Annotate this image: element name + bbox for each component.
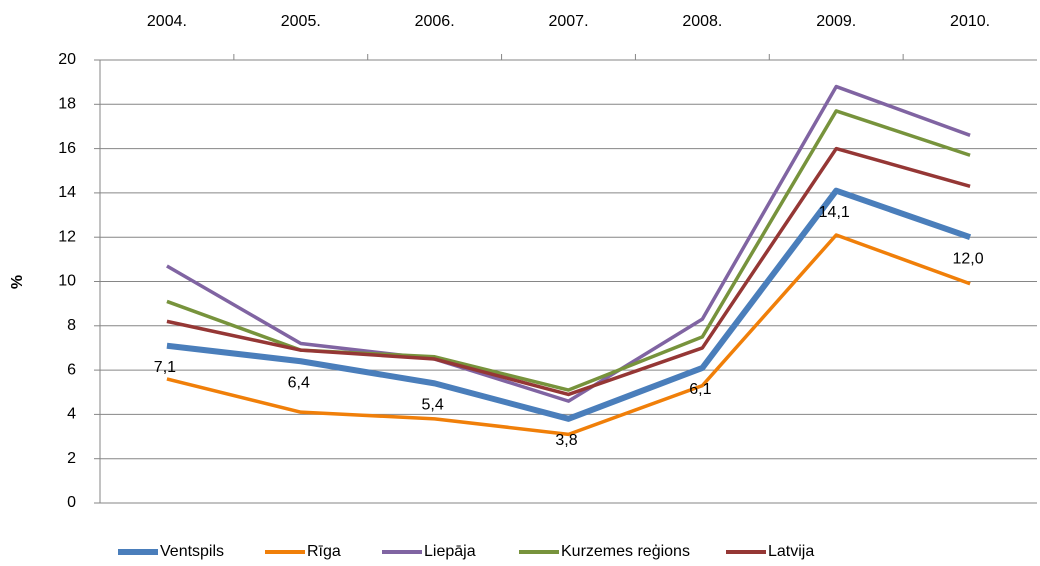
x-tick-label: 2004. (147, 13, 187, 30)
y-tick-label: 18 (58, 96, 76, 113)
x-tick-label: 2006. (415, 13, 455, 30)
y-tick-label: 16 (58, 140, 76, 157)
y-tick-label: 0 (67, 494, 76, 511)
series-line (166, 233, 971, 437)
y-tick-label: 20 (58, 51, 76, 68)
series-line (166, 84, 971, 403)
legend-label: Liepāja (424, 543, 476, 560)
data-label: 7,1 (154, 359, 176, 376)
legend-label: Rīga (307, 543, 341, 560)
data-label: 5,4 (422, 397, 444, 414)
legend-label: Kurzemes reģions (561, 542, 690, 560)
x-tick-label: 2005. (281, 13, 321, 30)
data-label: 6,4 (288, 374, 310, 391)
data-label: 12,0 (953, 250, 984, 267)
y-tick-label: 8 (67, 317, 76, 334)
y-tick-label: 6 (67, 361, 76, 378)
x-tick-label: 2007. (548, 13, 588, 30)
y-tick-label: 12 (58, 228, 76, 245)
y-axis-label: % (9, 275, 26, 289)
legend-label: Ventspils (160, 543, 224, 560)
y-tick-label: 10 (58, 273, 76, 290)
series-line (166, 146, 971, 397)
y-tick-label: 14 (58, 184, 76, 201)
x-tick-label: 2010. (950, 13, 990, 30)
x-tick-label: 2009. (816, 13, 856, 30)
data-label: 6,1 (689, 381, 711, 398)
y-tick-label: 4 (67, 406, 76, 423)
data-label: 14,1 (819, 204, 850, 221)
data-label: 3,8 (555, 432, 577, 449)
y-tick-label: 2 (67, 450, 76, 467)
series-line (166, 187, 972, 422)
legend-label: Latvija (768, 543, 814, 560)
x-tick-label: 2008. (682, 13, 722, 30)
